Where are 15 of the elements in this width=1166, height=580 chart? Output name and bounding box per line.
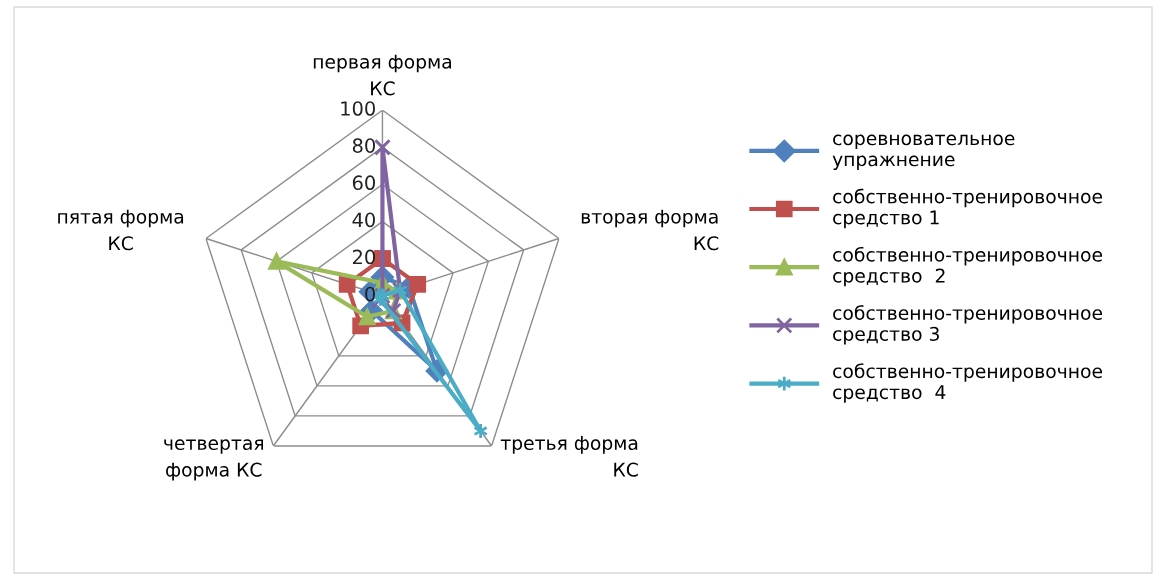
legend-label: собственно-тренировочное средство 4: [833, 363, 1103, 403]
legend-label: собственно-тренировочное средство 3: [833, 305, 1103, 345]
y-tick-label: 100: [341, 101, 375, 116]
spoke-label: третья форма КС: [500, 436, 638, 477]
y-tick-label: 60: [352, 175, 375, 191]
spoke-label: четвертая форма КС: [164, 439, 264, 481]
y-tick-label: 80: [352, 138, 375, 153]
y-tick-label: 40: [352, 212, 375, 228]
spoke-label: вторая форма КС: [581, 209, 719, 251]
legend-label: собственно-тренировочное средство 1: [833, 188, 1103, 229]
spoke-label: первая форма КС: [313, 54, 451, 96]
spoke-label: пятая форма КС: [58, 209, 184, 251]
y-tick-label: 0: [365, 286, 375, 302]
legend-label: соревновательное упражнение: [832, 134, 1015, 170]
legend-label: собственно-тренировочное средство 2: [833, 246, 1103, 287]
